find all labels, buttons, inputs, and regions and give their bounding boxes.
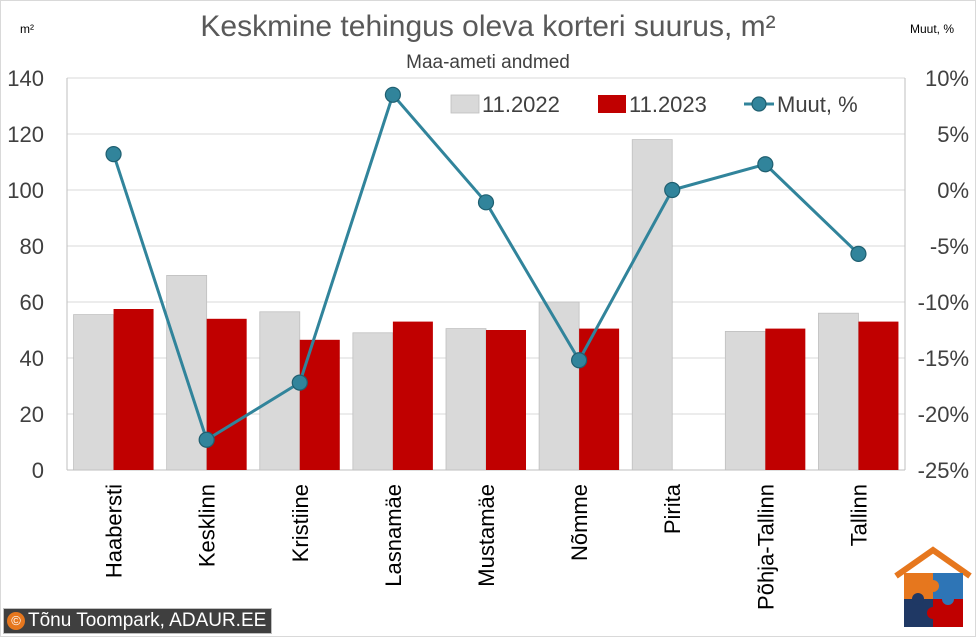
house-puzzle-logo (894, 546, 972, 627)
bar (765, 328, 806, 470)
y-right-tick-label: 0% (937, 178, 969, 203)
bar (486, 330, 526, 470)
logo-knob (927, 580, 939, 592)
bar (206, 318, 247, 470)
bar (858, 321, 899, 470)
copyright-icon: © (7, 612, 25, 630)
x-tick-label: Haabersti (102, 484, 127, 578)
legend-label: 11.2023 (629, 92, 707, 117)
logo-knob (927, 607, 939, 619)
x-tick-label: Kristiine (288, 484, 313, 562)
chart-title: Keskmine tehingus oleva korteri suurus, … (200, 10, 776, 43)
x-tick-label: Nõmme (567, 484, 592, 561)
legend-swatch (450, 94, 480, 114)
y-right-tick-label: -20% (918, 402, 969, 427)
y-right-tick-label: -10% (918, 290, 969, 315)
legend-label: 11.2022 (482, 92, 560, 117)
right-axis-unit: Muut, % (909, 22, 954, 36)
bar (259, 311, 301, 471)
bar (392, 321, 433, 470)
bar (73, 314, 114, 471)
line-point (105, 146, 122, 163)
line-point (198, 431, 215, 448)
line-point (664, 181, 681, 199)
bar (113, 309, 154, 470)
bar (538, 301, 580, 471)
legend-marker (751, 96, 767, 112)
x-tick-label: Lasnamäe (381, 484, 406, 587)
y-left-tick-label: 100 (7, 178, 44, 203)
logo-knob (912, 593, 924, 605)
x-tick-label: Põhja-Tallinn (753, 484, 778, 610)
y-right-tick-label: -15% (918, 346, 969, 371)
y-right-tick-label: -5% (930, 234, 969, 259)
x-tick-label: Kesklinn (195, 484, 220, 567)
y-right-tick-label: 5% (937, 122, 969, 147)
y-left-tick-label: 80 (20, 234, 44, 259)
y-left-tick-label: 40 (20, 346, 44, 371)
bar (352, 332, 394, 471)
x-tick-label: Pirita (660, 483, 685, 534)
y-left-tick-label: 60 (20, 290, 44, 315)
copyright-badge: © Tõnu Toompark, ADAUR.EE (3, 608, 273, 634)
y-left-tick-label: 20 (20, 402, 44, 427)
logo-knob (942, 593, 954, 605)
line-point (291, 374, 308, 391)
bar (724, 330, 766, 471)
y-right-tick-label: 10% (925, 66, 969, 91)
x-tick-label: Mustamäe (474, 484, 499, 587)
legend-swatch (598, 95, 626, 113)
line-point (384, 86, 401, 103)
legend-label: Muut, % (777, 92, 858, 117)
y-right-tick-label: -25% (918, 458, 969, 483)
bar (631, 139, 673, 471)
line-point (850, 245, 867, 262)
x-tick-label: Tallinn (846, 484, 871, 546)
bar (579, 328, 620, 470)
copyright-text: Tõnu Toompark, ADAUR.EE (28, 610, 267, 631)
y-left-tick-label: 0 (32, 458, 44, 483)
chart-subtitle: Maa-ameti andmed (406, 52, 570, 73)
line-point (571, 352, 588, 369)
y-left-tick-label: 140 (7, 66, 44, 91)
bar (818, 312, 859, 471)
line-point (477, 194, 495, 211)
left-axis-unit: m² (20, 22, 34, 36)
y-left-tick-label: 120 (7, 122, 44, 147)
bar (445, 328, 487, 471)
line-point (757, 156, 774, 173)
logo-roof (894, 546, 972, 579)
